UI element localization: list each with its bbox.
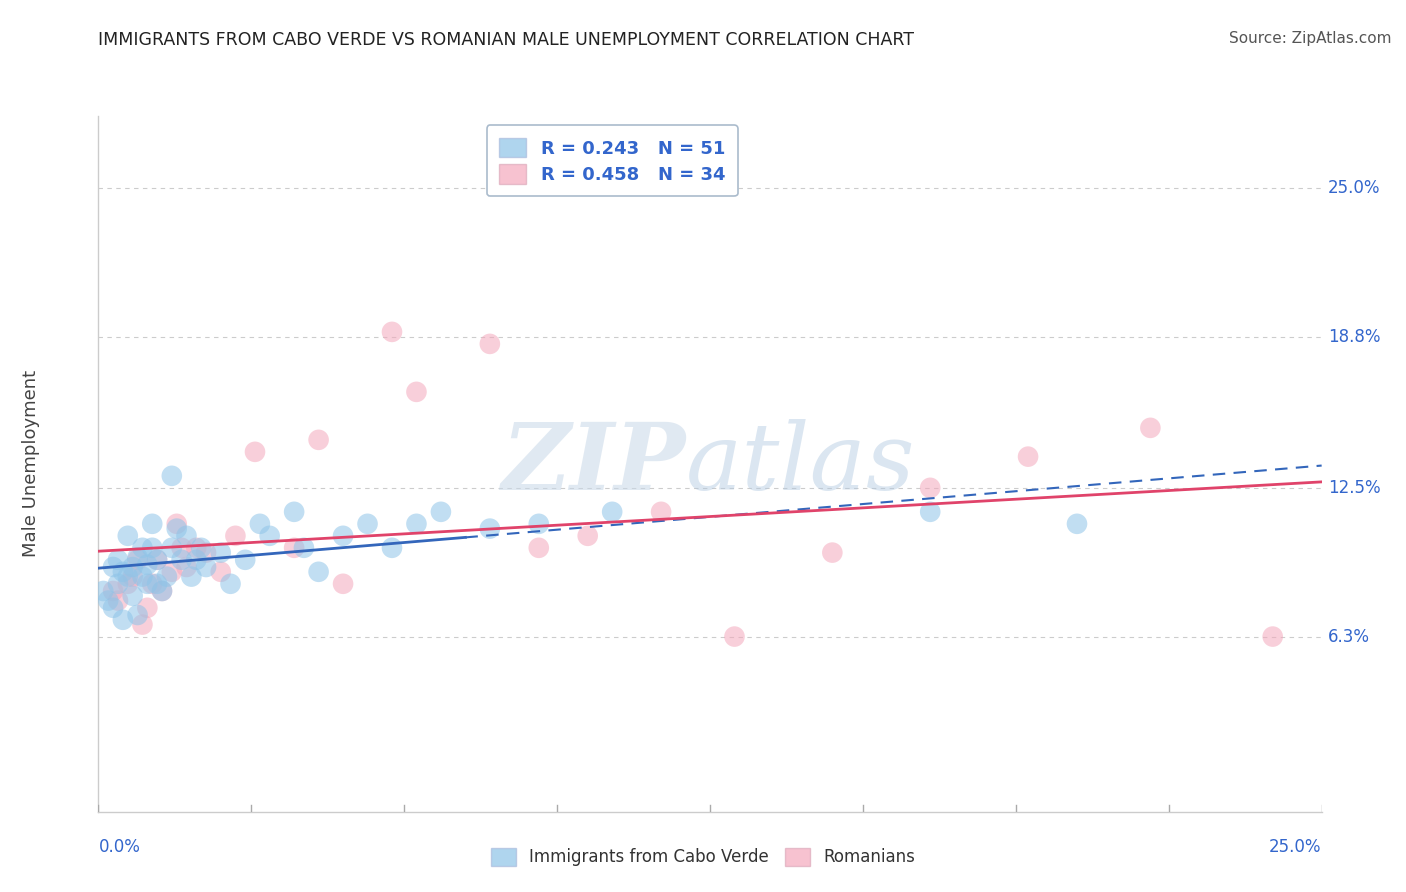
Text: IMMIGRANTS FROM CABO VERDE VS ROMANIAN MALE UNEMPLOYMENT CORRELATION CHART: IMMIGRANTS FROM CABO VERDE VS ROMANIAN M… [98, 31, 914, 49]
Point [478, 522, 501, 536]
Point [576, 529, 599, 543]
Text: 18.8%: 18.8% [1327, 327, 1381, 346]
Text: 25.0%: 25.0% [1270, 838, 1322, 856]
Point [111, 565, 134, 579]
Text: 0.0%: 0.0% [98, 838, 141, 856]
Point [141, 541, 163, 555]
Point [127, 550, 149, 565]
Legend: R = 0.243   N = 51, R = 0.458   N = 34: R = 0.243 N = 51, R = 0.458 N = 34 [486, 125, 738, 196]
Point [141, 576, 163, 591]
Point [160, 565, 183, 579]
Point [127, 607, 149, 622]
Point [527, 516, 550, 531]
Text: atlas: atlas [686, 419, 915, 508]
Point [180, 569, 202, 583]
Point [224, 529, 246, 543]
Text: Male Unemployment: Male Unemployment [22, 370, 41, 558]
Point [160, 468, 183, 483]
Point [650, 505, 672, 519]
Point [283, 541, 305, 555]
Point [195, 560, 218, 574]
Point [527, 541, 550, 555]
Point [920, 505, 942, 519]
Point [156, 569, 179, 583]
Point [170, 541, 193, 555]
Point [249, 516, 271, 531]
Point [121, 569, 143, 583]
Point [136, 558, 159, 572]
Point [121, 560, 143, 574]
Point [117, 576, 139, 591]
Point [101, 600, 124, 615]
Point [292, 541, 315, 555]
Point [243, 445, 266, 459]
Point [91, 584, 114, 599]
Point [405, 516, 427, 531]
Point [209, 565, 232, 579]
Point [381, 541, 404, 555]
Point [723, 630, 745, 644]
Point [101, 584, 124, 599]
Point [1261, 630, 1284, 644]
Text: ZIP: ZIP [502, 419, 686, 508]
Point [308, 433, 330, 447]
Point [308, 565, 330, 579]
Point [209, 546, 232, 560]
Point [170, 553, 193, 567]
Point [405, 384, 427, 399]
Point [146, 576, 169, 591]
Point [1066, 516, 1088, 531]
Point [146, 553, 169, 567]
Point [332, 576, 354, 591]
Text: 12.5%: 12.5% [1327, 479, 1381, 497]
Text: Source: ZipAtlas.com: Source: ZipAtlas.com [1229, 31, 1392, 46]
Point [131, 569, 153, 583]
Point [166, 516, 188, 531]
Point [101, 560, 124, 574]
Point [1139, 421, 1161, 435]
Point [821, 546, 844, 560]
Point [121, 589, 143, 603]
Point [107, 593, 129, 607]
Point [131, 541, 153, 555]
Text: 25.0%: 25.0% [1327, 179, 1381, 197]
Legend: Immigrants from Cabo Verde, Romanians: Immigrants from Cabo Verde, Romanians [482, 839, 924, 875]
Point [166, 522, 188, 536]
Point [127, 553, 149, 567]
Point [176, 529, 198, 543]
Point [136, 576, 159, 591]
Point [160, 541, 183, 555]
Point [190, 541, 212, 555]
Point [146, 553, 169, 567]
Point [150, 584, 173, 599]
Point [233, 553, 256, 567]
Point [136, 600, 159, 615]
Point [259, 529, 281, 543]
Point [283, 505, 305, 519]
Point [186, 541, 208, 555]
Point [356, 516, 378, 531]
Point [107, 553, 129, 567]
Point [430, 505, 453, 519]
Point [920, 481, 942, 495]
Point [381, 325, 404, 339]
Point [195, 546, 218, 560]
Text: 6.3%: 6.3% [1327, 628, 1369, 646]
Point [478, 337, 501, 351]
Point [117, 569, 139, 583]
Point [1017, 450, 1039, 464]
Point [176, 560, 198, 574]
Point [332, 529, 354, 543]
Point [111, 613, 134, 627]
Point [141, 516, 163, 531]
Point [97, 593, 120, 607]
Point [219, 576, 242, 591]
Point [117, 529, 139, 543]
Point [131, 617, 153, 632]
Point [186, 553, 208, 567]
Point [107, 576, 129, 591]
Point [600, 505, 623, 519]
Point [150, 584, 173, 599]
